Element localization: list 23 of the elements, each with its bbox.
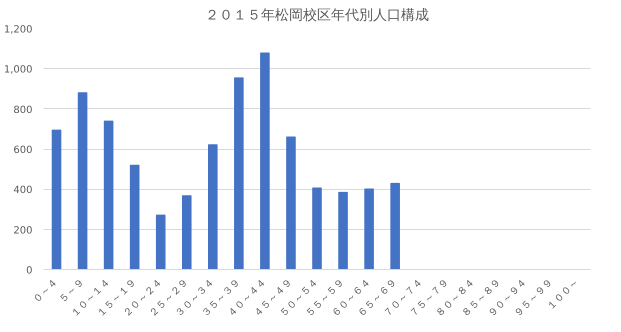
bar <box>52 130 62 270</box>
y-tick-label: 0 <box>26 266 33 276</box>
y-tick-label: 800 <box>13 104 33 116</box>
bar <box>338 192 348 270</box>
y-tick-label: 1,000 <box>4 64 33 76</box>
bar <box>208 144 218 270</box>
bar <box>390 182 400 270</box>
bar <box>130 164 140 270</box>
y-tick-label: 1,200 <box>4 24 33 36</box>
bar <box>156 214 166 270</box>
y-tick-label: 400 <box>13 185 33 196</box>
bar <box>78 92 88 270</box>
bar <box>182 195 192 270</box>
chart-title: ２０１５年松岡校区年代別人口構成 <box>205 8 429 24</box>
bar <box>312 187 322 270</box>
x-tick-label: ０～４ <box>31 276 60 306</box>
bar <box>104 120 114 270</box>
y-tick-label: 200 <box>13 225 33 236</box>
y-tick-label: 600 <box>13 145 33 156</box>
bar <box>260 52 270 270</box>
bar <box>286 136 296 270</box>
bar <box>364 188 374 270</box>
bar <box>234 77 244 270</box>
